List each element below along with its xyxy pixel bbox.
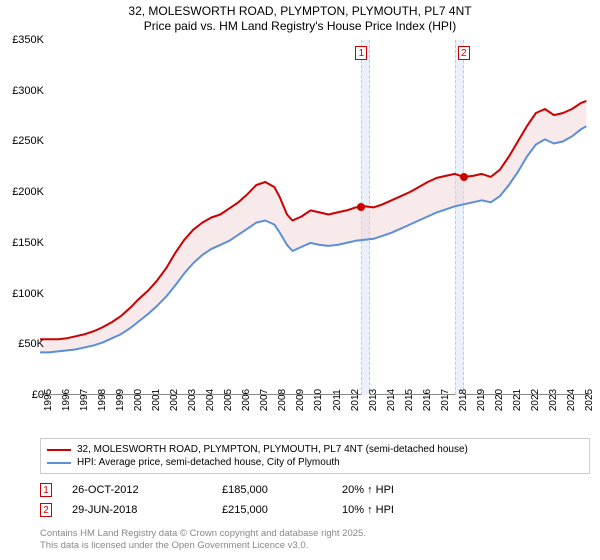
sales-price-1: £185,000 xyxy=(222,484,342,496)
chart-title-block: 32, MOLESWORTH ROAD, PLYMPTON, PLYMOUTH,… xyxy=(0,0,600,34)
x-axis-label: 2001 xyxy=(151,389,162,411)
x-axis-label: 2013 xyxy=(368,389,379,411)
sales-table: 1 26-OCT-2012 £185,000 20% ↑ HPI 2 29-JU… xyxy=(40,480,462,520)
sales-hpi-2: 10% ↑ HPI xyxy=(342,504,462,516)
chart-title-line1: 32, MOLESWORTH ROAD, PLYMPTON, PLYMOUTH,… xyxy=(0,4,600,19)
x-axis-label: 1998 xyxy=(97,389,108,411)
x-axis-label: 2017 xyxy=(440,389,451,411)
chart-legend: 32, MOLESWORTH ROAD, PLYMPTON, PLYMOUTH,… xyxy=(40,438,590,474)
y-axis-label: £100K xyxy=(12,288,44,300)
credits-line1: Contains HM Land Registry data © Crown c… xyxy=(40,528,366,540)
chart-plot-area: 12 xyxy=(40,40,590,395)
sales-hpi-1: 20% ↑ HPI xyxy=(342,484,462,496)
y-axis-label: £350K xyxy=(12,34,44,46)
x-axis-label: 1995 xyxy=(43,389,54,411)
legend-row-hpi: HPI: Average price, semi-detached house,… xyxy=(47,456,583,469)
sales-row-1: 1 26-OCT-2012 £185,000 20% ↑ HPI xyxy=(40,480,462,500)
sales-date-2: 29-JUN-2018 xyxy=(72,504,222,516)
legend-swatch-property xyxy=(47,449,71,451)
x-axis-label: 2003 xyxy=(187,389,198,411)
x-axis-label: 2004 xyxy=(205,389,216,411)
sales-marker-2: 2 xyxy=(40,503,52,517)
y-axis-label: £150K xyxy=(12,237,44,249)
y-axis-label: £250K xyxy=(12,135,44,147)
y-axis-label: £300K xyxy=(12,85,44,97)
x-axis-label: 2022 xyxy=(530,389,541,411)
x-axis-label: 2016 xyxy=(422,389,433,411)
sales-date-1: 26-OCT-2012 xyxy=(72,484,222,496)
x-axis-label: 2009 xyxy=(295,389,306,411)
chart-title-line2: Price paid vs. HM Land Registry's House … xyxy=(0,19,600,34)
y-axis-label: £50K xyxy=(18,338,44,350)
y-axis-label: £200K xyxy=(12,186,44,198)
x-axis-label: 2008 xyxy=(277,389,288,411)
x-axis-label: 2024 xyxy=(566,389,577,411)
legend-row-property: 32, MOLESWORTH ROAD, PLYMPTON, PLYMOUTH,… xyxy=(47,443,583,456)
legend-label-property: 32, MOLESWORTH ROAD, PLYMPTON, PLYMOUTH,… xyxy=(77,444,468,455)
x-axis-label: 2014 xyxy=(386,389,397,411)
x-axis-label: 2011 xyxy=(332,389,343,411)
x-axis-label: 1997 xyxy=(79,389,90,411)
x-axis-label: 2007 xyxy=(259,389,270,411)
sale-dot xyxy=(460,173,468,181)
x-axis-label: 2012 xyxy=(350,389,361,411)
x-axis-label: 2020 xyxy=(494,389,505,411)
x-axis-label: 2025 xyxy=(584,389,595,411)
x-axis-label: 1996 xyxy=(61,389,72,411)
credits-line2: This data is licensed under the Open Gov… xyxy=(40,540,366,552)
x-axis-label: 2010 xyxy=(313,389,324,411)
sale-marker-box: 2 xyxy=(458,46,470,60)
x-axis-label: 2000 xyxy=(133,389,144,411)
x-axis-label: 2002 xyxy=(169,389,180,411)
x-axis-label: 2019 xyxy=(476,389,487,411)
x-axis-label: 1999 xyxy=(115,389,126,411)
x-axis-label: 2006 xyxy=(241,389,252,411)
x-axis-label: 2005 xyxy=(223,389,234,411)
sale-marker-box: 1 xyxy=(355,46,367,60)
x-axis-label: 2018 xyxy=(458,389,469,411)
chart-credits: Contains HM Land Registry data © Crown c… xyxy=(40,528,366,552)
x-axis-label: 2023 xyxy=(548,389,559,411)
sales-marker-1: 1 xyxy=(40,483,52,497)
chart-svg xyxy=(40,40,590,395)
sales-price-2: £215,000 xyxy=(222,504,342,516)
legend-swatch-hpi xyxy=(47,462,71,464)
chart-container: { "title": { "line1": "32, MOLESWORTH RO… xyxy=(0,0,600,560)
sales-row-2: 2 29-JUN-2018 £215,000 10% ↑ HPI xyxy=(40,500,462,520)
x-axis-label: 2015 xyxy=(404,389,415,411)
sale-dot xyxy=(357,203,365,211)
legend-label-hpi: HPI: Average price, semi-detached house,… xyxy=(77,457,340,468)
x-axis-label: 2021 xyxy=(512,389,523,411)
